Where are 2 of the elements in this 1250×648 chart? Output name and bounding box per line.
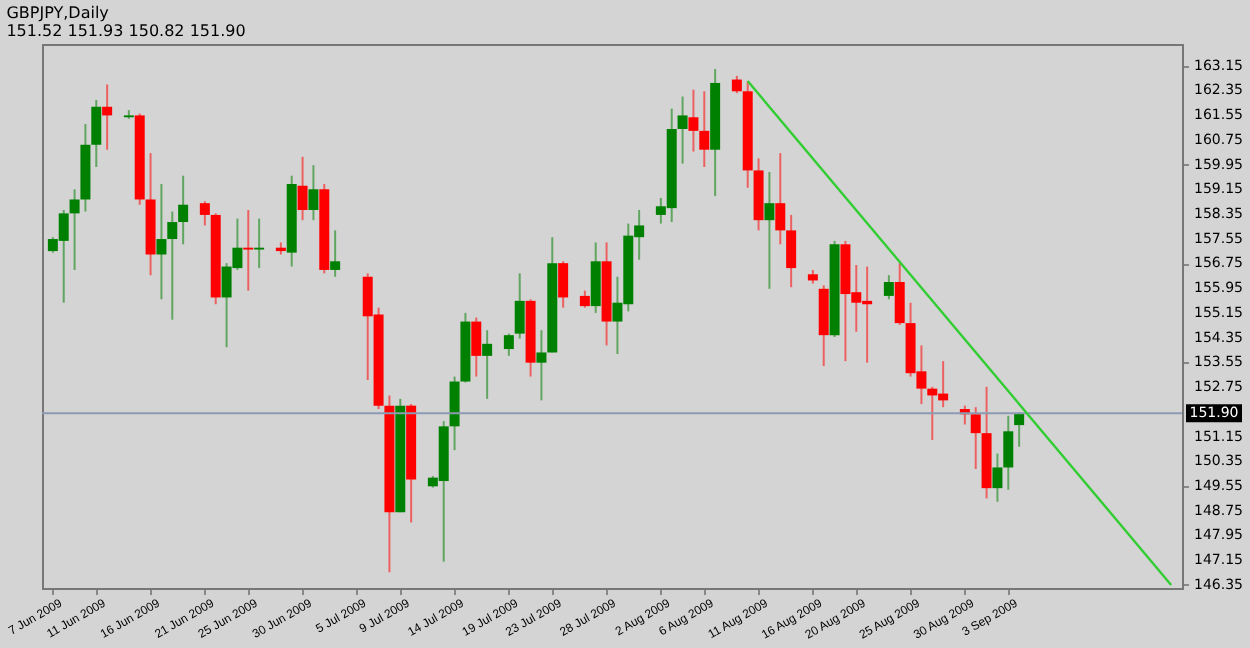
chart-subtitle: 151.52 151.93 150.82 151.90 [6,22,246,40]
chart-title: GBPJPY,Daily [6,4,110,22]
